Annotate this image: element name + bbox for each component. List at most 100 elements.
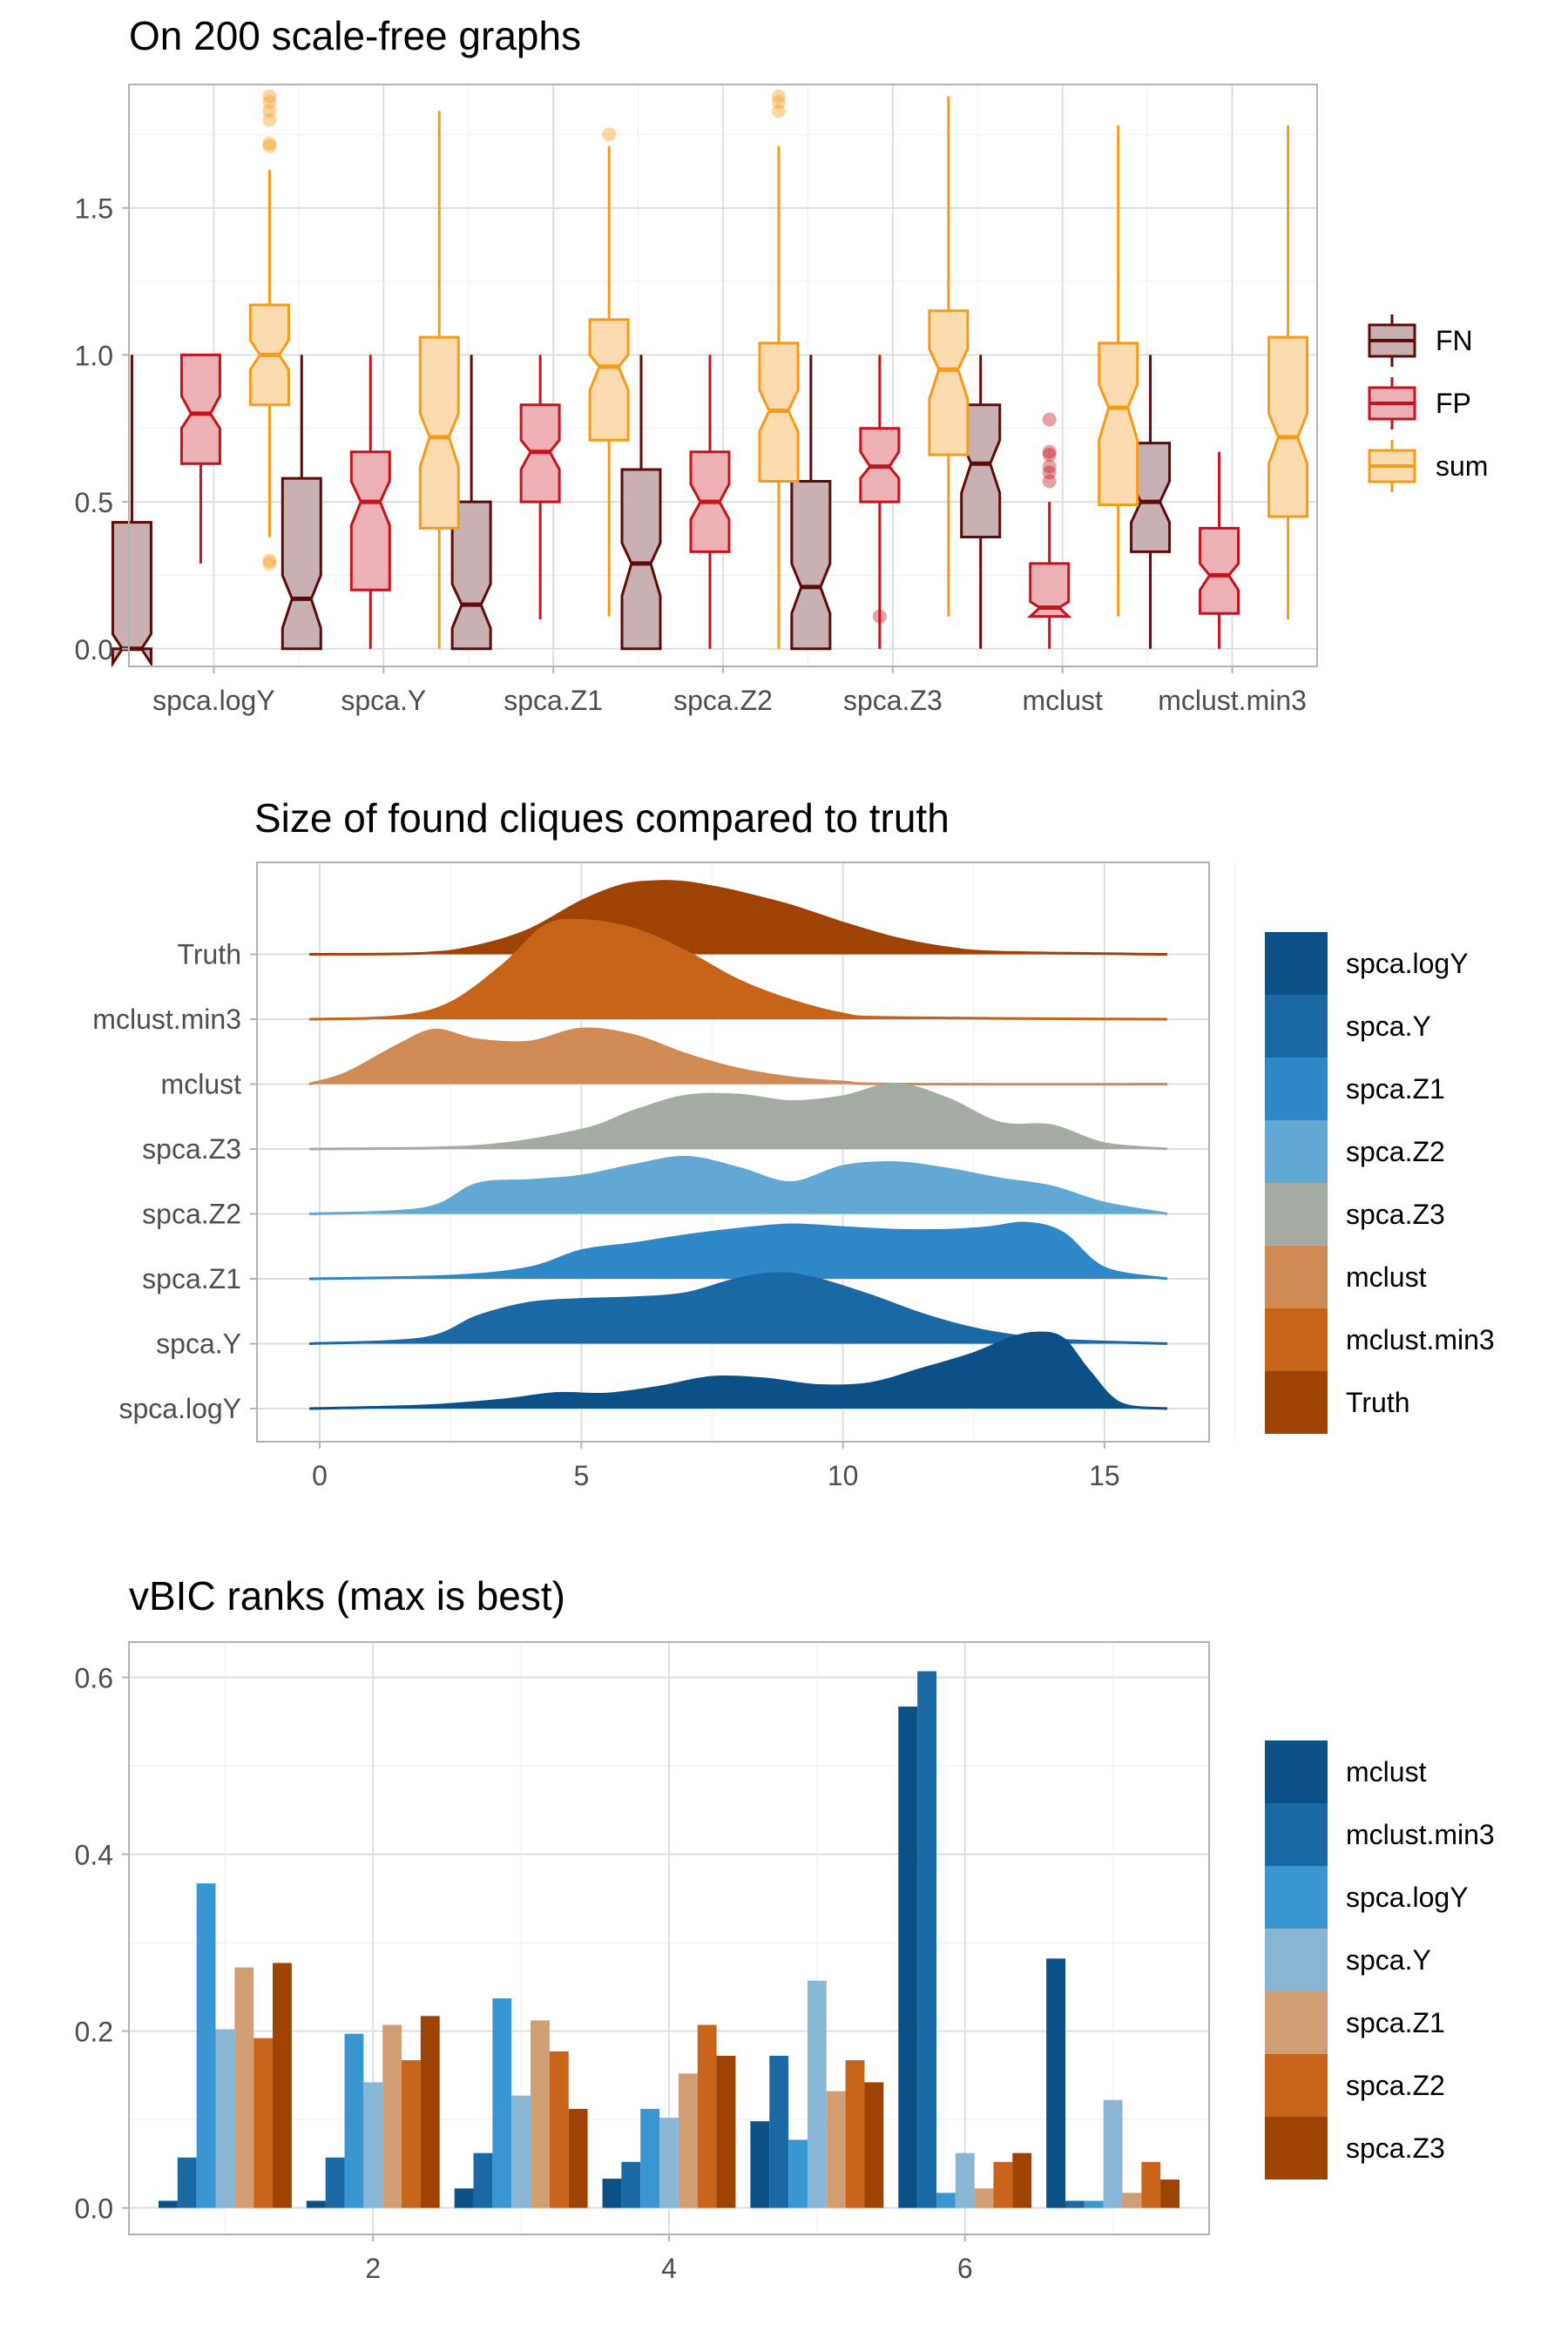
bar-mclust.min3	[621, 2161, 641, 2208]
x-tick-label: 15	[1089, 1460, 1120, 1491]
bar-spca.Y	[363, 2082, 383, 2208]
bar-spca.Z3	[568, 2108, 588, 2208]
bar-title: vBIC ranks (max is best)	[129, 1573, 565, 1619]
box-sum	[928, 309, 970, 456]
outlier-point	[872, 609, 887, 624]
outlier-point	[1042, 474, 1057, 489]
bar-mclust.min3	[769, 2055, 789, 2208]
bar-spca.Y	[511, 2095, 531, 2208]
legend-swatch	[1265, 1371, 1328, 1434]
bar-spca.Z1	[234, 1967, 254, 2208]
bar-spca.Z2	[402, 2060, 421, 2208]
outlier-point	[1042, 459, 1057, 474]
legend-swatch	[1265, 1866, 1328, 1929]
legend-label: FP	[1436, 388, 1471, 419]
bar-axes: 0.0 0.2 0.4 0.6 2 4 6	[75, 1663, 973, 2284]
legend-label: sum	[1436, 450, 1488, 482]
outlier-point	[262, 89, 277, 104]
bar-spca.Z2	[1141, 2161, 1161, 2208]
ridgeline-marks	[308, 880, 1168, 1410]
x-tick-label: spca.Z3	[843, 685, 943, 716]
bar-panel: vBIC ranks (max is best) 0.0 0.2 0.4 0.6 2 4 6…	[75, 1573, 1495, 2284]
ridge-line-Truth	[309, 880, 1167, 956]
bar-mclust	[306, 2200, 326, 2208]
bar-spca.logY	[196, 1883, 216, 2208]
x-tick-label: 2	[365, 2253, 381, 2284]
legend-label: mclust.min3	[1346, 1819, 1495, 1850]
legend-label: spca.Z3	[1346, 2132, 1445, 2164]
bar-spca.Z1	[678, 2073, 698, 2208]
box-FN	[620, 468, 662, 651]
legend-swatch	[1265, 932, 1328, 995]
x-tick-label: spca.Y	[341, 685, 426, 716]
legend-swatch	[1265, 2117, 1328, 2180]
bar-spca.Z3	[716, 2055, 736, 2208]
outlier-point	[1042, 448, 1057, 463]
outlier-point	[1042, 465, 1057, 480]
box-FN	[790, 479, 832, 651]
x-tick-label: 4	[661, 2253, 677, 2284]
bar-mclust	[602, 2179, 622, 2208]
y-tick-label: spca.Z2	[142, 1199, 241, 1230]
x-tick-label: spca.Z2	[673, 685, 773, 716]
y-tick-label: 1.5	[75, 193, 113, 225]
boxplot-axes: 0.0 0.5 1.0 1.5 spca.logY spca.Y spca.Z1 spca.Z…	[75, 193, 1307, 716]
bar-spca.Y	[955, 2153, 975, 2208]
outlier-point	[262, 139, 277, 153]
y-tick-label: 1.0	[75, 340, 113, 371]
legend-label: spca.Z1	[1346, 1073, 1445, 1105]
x-tick-label: 10	[828, 1460, 859, 1491]
legend-label: mclust	[1346, 1261, 1427, 1293]
ridge-spca.logY	[309, 1333, 1167, 1409]
bar-spca.Z2	[549, 2051, 569, 2208]
y-tick-label: 0.5	[75, 487, 113, 518]
ridge-spca.Z2	[309, 1157, 1167, 1214]
legend-swatch	[1265, 1740, 1328, 1803]
box-FP	[349, 450, 391, 591]
x-tick-label: spca.Z1	[504, 685, 603, 716]
x-tick-label: mclust	[1022, 685, 1103, 716]
outlier-point	[772, 104, 786, 118]
box-FN	[280, 476, 322, 651]
bar-spca.logY	[344, 2033, 364, 2208]
y-tick-label: mclust.min3	[92, 1004, 241, 1035]
outlier-point	[262, 104, 277, 118]
box-FN	[450, 500, 492, 651]
legend-label: mclust	[1346, 1756, 1427, 1788]
ridge-line-mclust	[308, 1027, 1167, 1086]
ridgeline-plot-border	[256, 862, 1210, 1443]
bar-mclust	[1046, 1958, 1065, 2208]
boxplot-title: On 200 scale-free graphs	[129, 13, 581, 58]
bar-spca.logY	[936, 2193, 956, 2208]
bar-spca.Z1	[826, 2091, 846, 2208]
legend-swatch	[1265, 1929, 1328, 1991]
bar-spca.logY	[1084, 2200, 1104, 2208]
legend-swatch	[1265, 1120, 1328, 1183]
bar-spca.Y	[807, 1980, 827, 2208]
legend-swatch	[1265, 1308, 1328, 1371]
y-tick-label: 0.4	[75, 1840, 113, 1871]
bar-spca.logY	[788, 2139, 808, 2208]
bar-spca.Z2	[697, 2024, 717, 2208]
ridge-spca.Z3	[309, 1084, 1167, 1149]
bar-spca.Z2	[253, 2038, 274, 2208]
boxplot-marks	[111, 89, 1309, 668]
legend-swatch	[1265, 1991, 1328, 2054]
bar-spca.Z3	[273, 1963, 292, 2208]
bar-mclust	[158, 2200, 178, 2208]
legend-label: FN	[1436, 325, 1473, 356]
boxplot-panel: On 200 scale-free graphs 0.0 0.5 1.0 1.5 spc…	[75, 13, 1489, 716]
bar-marks	[158, 1671, 1180, 2208]
bar-spca.Z1	[531, 2020, 550, 2208]
ridge-line-spca.Z3	[309, 1083, 1168, 1151]
bar-mclust.min3	[177, 2157, 197, 2208]
box-FP	[1199, 526, 1240, 615]
x-tick-label: spca.logY	[152, 685, 275, 716]
x-tick-label: 0	[312, 1460, 328, 1491]
bar-mclust	[898, 1707, 918, 2208]
outlier-point	[602, 127, 617, 142]
outlier-point	[1042, 412, 1057, 427]
box-sum	[1267, 335, 1309, 518]
outlier-point	[1042, 444, 1057, 459]
legend-swatch	[1265, 1246, 1328, 1308]
